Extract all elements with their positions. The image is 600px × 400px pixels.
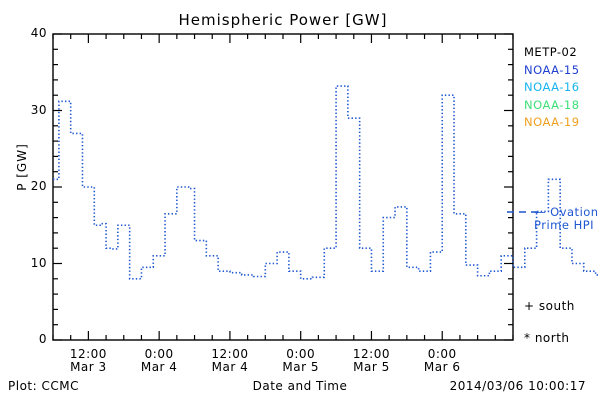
legend-ovation-line1: — Ovation — [534, 205, 599, 219]
x-axis-ticks — [52, 34, 514, 340]
legend-ovation-prime-hpi: — Ovation Prime HPI — [534, 206, 599, 232]
x-tick-label: 0:00 Mar 5 — [266, 348, 336, 374]
legend-marker-north: * north — [524, 331, 570, 345]
x-tick-label: 0:00 Mar 4 — [124, 348, 194, 374]
legend-item-noaa-19: NOAA-19 — [524, 115, 580, 129]
legend-item-noaa-15: NOAA-15 — [524, 62, 580, 77]
x-tick-date: Mar 4 — [140, 360, 178, 374]
x-tick-time: 0:00 — [144, 347, 174, 361]
legend-item-metp-02: METP-02 — [524, 45, 578, 59]
x-tick-label: 0:00 Mar 6 — [407, 348, 477, 374]
x-tick-date: Mar 5 — [282, 360, 319, 374]
y-axis-ticks — [53, 33, 513, 341]
plot-frame — [52, 33, 514, 341]
x-axis-label: Date and Time — [252, 379, 348, 393]
x-tick-label: 12:00 Mar 3 — [53, 348, 123, 374]
legend-marker-south: + south — [524, 299, 575, 313]
x-tick-time: 12:00 — [69, 347, 107, 361]
x-tick-time: 0:00 — [427, 347, 457, 361]
x-tick-time: 12:00 — [352, 347, 390, 361]
y-tick-label: 30 — [30, 102, 47, 117]
x-tick-date: Mar 6 — [423, 360, 461, 374]
y-tick-label: 20 — [30, 179, 47, 193]
y-tick-label: 40 — [30, 26, 47, 40]
x-tick-label: 12:00 Mar 4 — [195, 348, 265, 374]
timestamp: 2014/03/06 10:00:17 — [449, 379, 586, 393]
x-tick-time: 12:00 — [211, 347, 249, 361]
x-tick-date: Mar 5 — [353, 360, 390, 374]
y-tick-label: 0 — [38, 332, 47, 346]
legend-ovation-line2: Prime HPI — [534, 218, 595, 232]
x-tick-date: Mar 3 — [70, 360, 107, 374]
legend-item-noaa-16: NOAA-16 — [524, 80, 580, 94]
legend-item-noaa-18: NOAA-18 — [524, 97, 580, 112]
data-series-ovation-prime-hpi — [53, 85, 600, 280]
x-tick-date: Mar 4 — [211, 360, 249, 374]
x-tick-time: 0:00 — [286, 347, 316, 361]
x-tick-label: 12:00 Mar 5 — [336, 348, 406, 374]
y-tick-label: 10 — [30, 255, 47, 270]
plot-credit: Plot: CCMC — [8, 379, 79, 393]
page-title: Hemispheric Power [GW] — [178, 11, 388, 29]
